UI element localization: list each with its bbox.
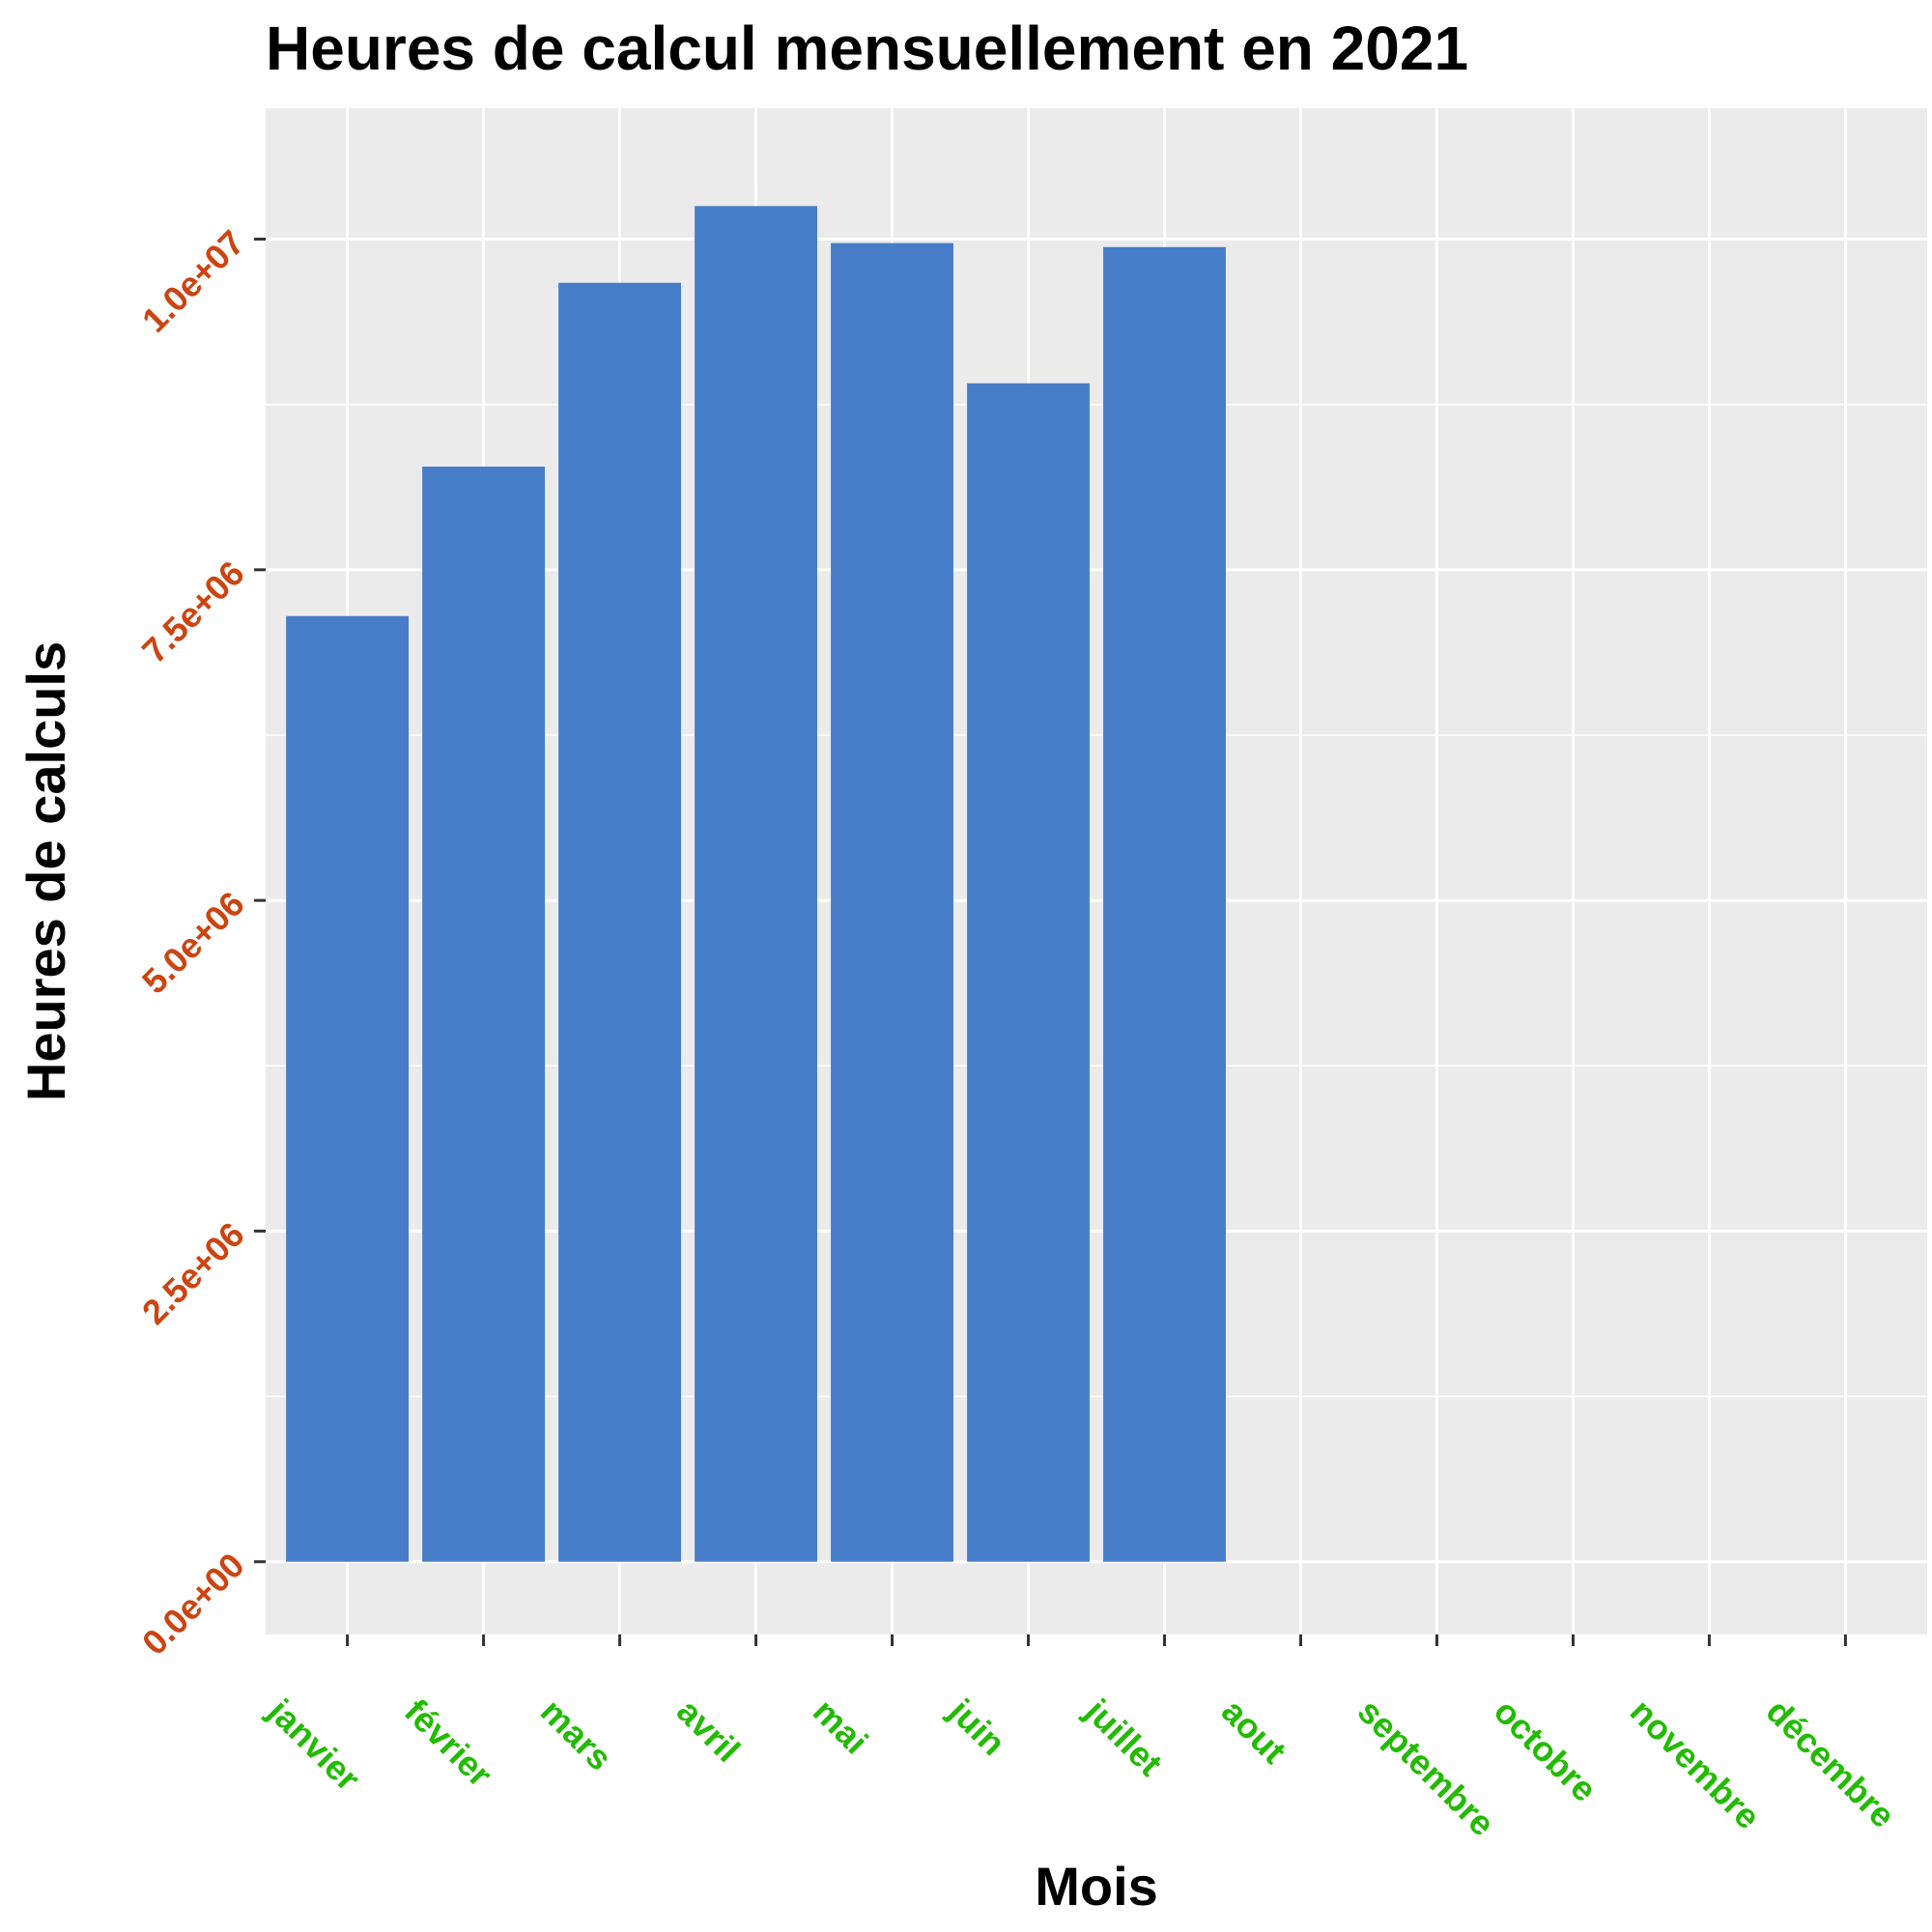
x-tick-label: avril (669, 1691, 748, 1770)
x-tick-label: mars (533, 1691, 620, 1778)
bar-janvier (286, 615, 410, 1562)
bar-mai (831, 242, 953, 1562)
bar-février (422, 467, 546, 1562)
x-tick-label: février (397, 1691, 500, 1795)
x-tick-label: octobre (1487, 1691, 1605, 1809)
x-tick-label: mai (806, 1691, 876, 1762)
y-tick-label: 0.0e+00 (134, 1545, 252, 1662)
x-tick-label: janvier (260, 1690, 368, 1799)
x-tick-label: aout (1214, 1691, 1294, 1772)
x-axis-title: Mois (1035, 1856, 1158, 1917)
y-tick-label: 7.5e+06 (134, 553, 252, 670)
bar-mars (558, 282, 681, 1562)
y-tick-label: 5.0e+06 (134, 884, 252, 1002)
y-axis-ticks (254, 238, 266, 1564)
bar-juin (967, 383, 1090, 1562)
x-tick-label: juin (941, 1690, 1013, 1763)
x-tick-label: décembre (1759, 1691, 1903, 1835)
y-tick-label: 1.0e+07 (134, 222, 252, 340)
y-axis-title: Heures de calculs (15, 641, 76, 1101)
x-axis-tick-labels: janvier février mars avril mai juin juillet aou… (260, 1690, 1903, 1843)
bar-avril (695, 206, 817, 1562)
x-tick-label: septembre (1350, 1691, 1503, 1844)
x-axis-ticks (346, 1634, 1847, 1646)
bars (286, 206, 1226, 1562)
y-axis-tick-labels: 0.0e+00 2.5e+06 5.0e+06 7.5e+06 1.0e+07 (134, 222, 252, 1662)
y-tick-label: 2.5e+06 (134, 1214, 252, 1332)
chart-title: Heures de calcul mensuellement en 2021 (266, 14, 1468, 83)
x-tick-label: juillet (1077, 1690, 1170, 1783)
x-tick-label: novembre (1623, 1691, 1769, 1837)
bar-juillet (1103, 246, 1226, 1562)
